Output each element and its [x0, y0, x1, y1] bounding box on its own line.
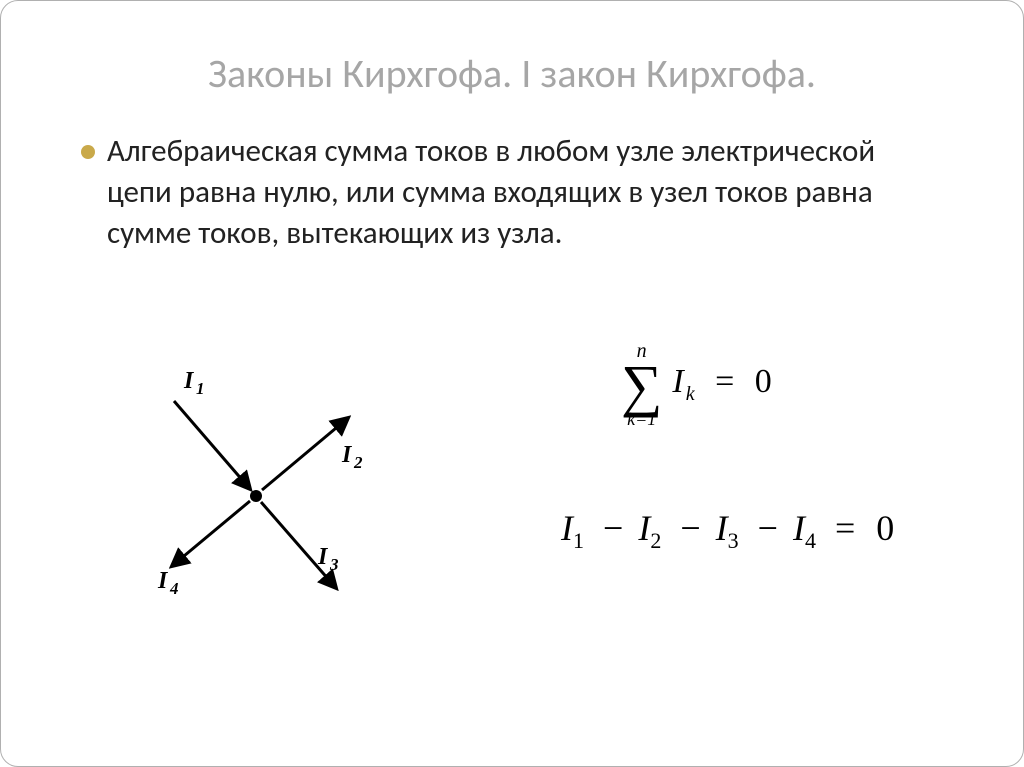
formula-expanded: I1 − I2 − I3 − I4 = 0 — [561, 507, 941, 554]
expanded-equals: = — [835, 508, 855, 548]
sum-rhs: 0 — [755, 363, 772, 400]
label-I1: I — [183, 368, 195, 394]
term-3-sub: 3 — [728, 528, 739, 553]
term-1: I — [561, 508, 573, 548]
term-2: I — [638, 508, 650, 548]
diagram-svg: I 1 I 2 I 3 I 4 — [126, 356, 386, 616]
bullet-item: Алгебраическая сумма токов в любом узле … — [81, 131, 943, 254]
term-4: I — [793, 508, 805, 548]
op-2: − — [680, 508, 700, 548]
label-I3: I — [317, 544, 329, 570]
bullet-marker — [81, 145, 95, 159]
sum-right: Ik = 0 — [672, 363, 777, 406]
term-4-sub: 4 — [805, 528, 816, 553]
slide-title: Законы Кирхгофа. I закон Кирхгофа. — [1, 49, 1023, 98]
formula-sum: n ∑ k=1 Ik = 0 — [621, 341, 941, 451]
label-I4-sub: 4 — [169, 579, 179, 598]
label-I2: I — [341, 442, 353, 468]
label-I4: I — [157, 568, 169, 594]
node-diagram: I 1 I 2 I 3 I 4 — [126, 356, 386, 616]
sigma-block: n ∑ k=1 — [621, 341, 662, 428]
op-1: − — [603, 508, 623, 548]
slide-frame: Законы Кирхгофа. I закон Кирхгофа. Алгеб… — [0, 0, 1024, 767]
label-I2-sub: 2 — [353, 453, 363, 472]
slide-body: Алгебраическая сумма токов в любом узле … — [81, 131, 943, 254]
label-I3-sub: 3 — [329, 555, 339, 574]
expanded-rhs: 0 — [876, 508, 894, 548]
diagram-node — [250, 490, 262, 502]
term-2-sub: 2 — [650, 528, 661, 553]
term-3: I — [716, 508, 728, 548]
current-I2 — [262, 418, 348, 490]
bullet-text: Алгебраическая сумма токов в любом узле … — [107, 131, 943, 254]
term-1-sub: 1 — [573, 528, 584, 553]
current-I4 — [172, 501, 250, 566]
label-I1-sub: 1 — [196, 379, 205, 398]
sum-equals: = — [715, 363, 734, 400]
formula-area: n ∑ k=1 Ik = 0 I1 − I2 − I3 − I4 = 0 — [561, 341, 941, 554]
sum-term-sub: k — [686, 383, 695, 405]
op-3: − — [758, 508, 778, 548]
sigma-lower: k=1 — [621, 410, 662, 428]
current-I1 — [174, 401, 250, 489]
sum-term-symbol: I — [672, 363, 683, 400]
sigma-symbol: ∑ — [621, 361, 662, 410]
